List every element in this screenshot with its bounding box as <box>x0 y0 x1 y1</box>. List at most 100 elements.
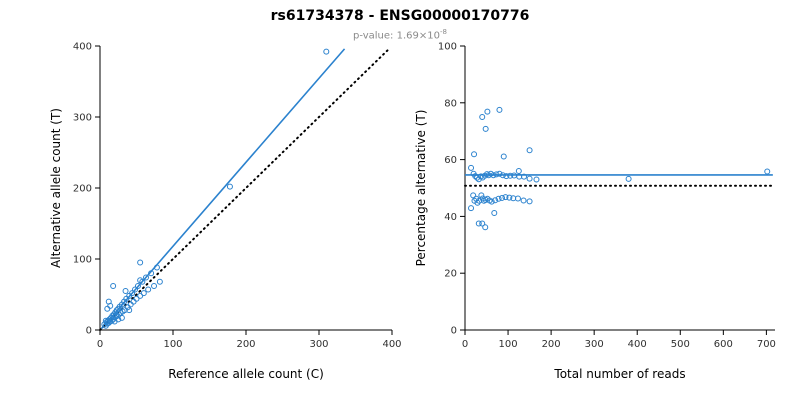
data-point <box>102 317 109 324</box>
data-point <box>153 264 160 271</box>
data-point <box>132 286 139 293</box>
x-tick-label: 0 <box>462 339 468 350</box>
data-point <box>506 194 513 201</box>
data-point <box>137 277 144 284</box>
data-point <box>482 125 489 132</box>
data-point <box>507 172 514 179</box>
data-point <box>492 197 499 204</box>
data-point <box>151 282 158 289</box>
y-tick-label: 200 <box>73 184 92 195</box>
pvalue-label: p-value: <box>353 30 397 42</box>
data-point <box>133 295 140 302</box>
x-tick-label: 400 <box>382 339 401 350</box>
data-point <box>323 48 330 55</box>
y-axis-label: Percentage alternative (T) <box>414 110 428 267</box>
data-point <box>122 287 129 294</box>
data-point <box>104 305 111 312</box>
y-tick-label: 0 <box>86 326 92 337</box>
data-point <box>475 220 482 227</box>
y-axis-label: Alternative allele count (T) <box>49 108 63 268</box>
x-tick-label: 300 <box>585 339 604 350</box>
x-tick-label: 200 <box>236 339 255 350</box>
data-point <box>105 298 112 305</box>
data-point <box>496 170 503 177</box>
data-point <box>470 192 477 199</box>
x-tick-label: 100 <box>163 339 182 350</box>
data-point <box>137 259 144 266</box>
data-point <box>764 168 771 175</box>
y-tick-label: 0 <box>451 326 457 337</box>
data-point <box>468 205 475 212</box>
y-tick-label: 20 <box>444 269 457 280</box>
y-tick-label: 100 <box>73 255 92 266</box>
data-point <box>478 192 485 199</box>
data-point <box>496 106 503 113</box>
data-point <box>479 220 486 227</box>
data-point <box>115 316 122 323</box>
y-tick-label: 60 <box>444 155 457 166</box>
data-point <box>503 173 510 180</box>
y-tick-label: 40 <box>444 212 457 223</box>
data-point <box>137 292 144 299</box>
data-point <box>468 164 475 171</box>
scatter-ref-vs-alt-count: 0 100 200 300 400 0 100 200 300 400 Reference alle… <box>49 42 402 382</box>
data-point <box>126 307 133 314</box>
data-point <box>491 209 498 216</box>
data-point <box>482 224 489 231</box>
data-point <box>479 114 486 120</box>
data-point <box>118 314 125 321</box>
x-tick-label: 500 <box>671 339 690 350</box>
x-tick-label: 0 <box>97 339 103 350</box>
data-point <box>490 172 497 179</box>
x-axis-label: Reference allele count (C) <box>168 367 324 381</box>
data-point <box>520 197 527 204</box>
x-tick-label: 600 <box>714 339 733 350</box>
chart-subtitle: p-value: 1.69×10-8 <box>0 25 800 42</box>
data-point <box>499 172 506 179</box>
data-point <box>520 173 527 180</box>
data-point <box>533 176 540 183</box>
x-tick-label: 300 <box>309 339 328 350</box>
data-point <box>625 175 632 182</box>
data-point <box>472 173 479 180</box>
data-point <box>226 183 233 190</box>
y-tick-label: 300 <box>73 113 92 124</box>
data-point <box>142 274 149 281</box>
x-tick-label: 400 <box>628 339 647 350</box>
data-point <box>526 198 533 205</box>
data-point <box>484 108 491 115</box>
fit-line <box>100 48 346 330</box>
chart-title: rs61734378 - ENSG00000170776 <box>270 8 530 24</box>
y-tick-label: 80 <box>444 98 457 109</box>
pvalue-base: 1.69×10 <box>396 30 440 42</box>
data-point <box>493 171 500 178</box>
data-point <box>502 194 509 201</box>
x-tick-label: 700 <box>757 339 776 350</box>
data-point <box>474 174 481 181</box>
x-tick-label: 100 <box>499 339 518 350</box>
data-point <box>526 147 533 154</box>
scatter-reads-vs-percentage: 0 100 200 300 400 500 600 700 0 20 40 60 80 100 Total … <box>414 42 776 382</box>
reference-dotted-line <box>99 47 391 331</box>
data-point <box>140 290 147 297</box>
x-axis-label: Total number of reads <box>553 367 685 381</box>
data-point <box>515 167 522 174</box>
data-point <box>148 270 155 277</box>
data-point <box>499 194 506 201</box>
charts-row: 0 100 200 300 400 0 100 200 300 400 Reference alle… <box>0 40 800 392</box>
data-point <box>471 151 478 158</box>
data-point <box>145 286 152 293</box>
pvalue-exponent: -8 <box>439 28 447 36</box>
x-tick-label: 200 <box>542 339 561 350</box>
data-point <box>127 301 134 308</box>
data-point <box>500 153 507 160</box>
data-point <box>488 198 495 205</box>
data-point <box>129 290 136 297</box>
data-point <box>495 195 502 202</box>
data-point <box>156 278 163 285</box>
data-point <box>110 282 117 289</box>
data-point <box>514 195 521 202</box>
y-tick-label: 100 <box>438 42 457 53</box>
y-tick-label: 400 <box>73 42 92 53</box>
